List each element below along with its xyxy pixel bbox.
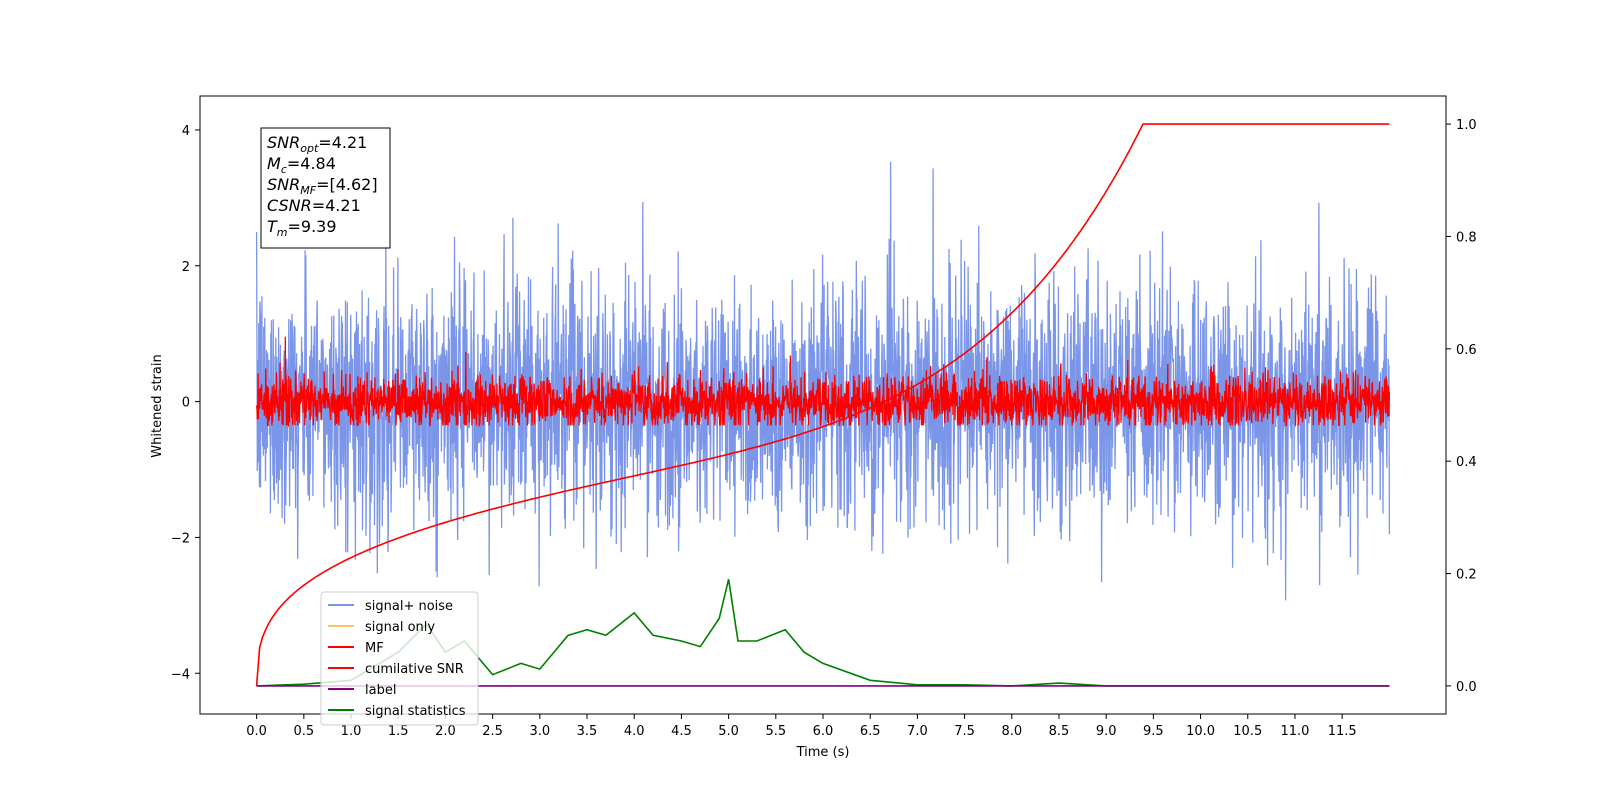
y2-tick-label: 0.2 — [1456, 568, 1477, 583]
annotation-value: =4.21 — [318, 133, 367, 152]
x-tick-label: 10.0 — [1186, 724, 1215, 739]
y-tick-label: 4 — [182, 124, 190, 139]
annotation-subscript: opt — [300, 142, 319, 155]
annotation-line: Mc=4.84 — [267, 154, 336, 176]
x-tick-label: 10.5 — [1233, 724, 1262, 739]
x-tick-label: 11.0 — [1280, 724, 1309, 739]
y2-tick-label: 0.0 — [1456, 680, 1477, 695]
x-tick-label: 3.0 — [529, 724, 550, 739]
y-tick-label: 0 — [182, 396, 190, 411]
legend-frame — [320, 591, 479, 726]
y2-tick-label: 1.0 — [1456, 118, 1477, 133]
series-line-2 — [255, 123, 1390, 686]
y-tick-label: −2 — [171, 531, 190, 546]
annotation-value: =[4.62] — [316, 175, 378, 194]
annotation-line: Tm=9.39 — [267, 217, 337, 239]
x-tick-label: 5.5 — [765, 724, 786, 739]
annotation-value: =9.39 — [288, 217, 337, 236]
annotation-subscript: c — [281, 163, 287, 176]
x-tick-label: 5.0 — [718, 724, 739, 739]
y2-tick-label: 0.8 — [1456, 230, 1477, 245]
x-axis-label: Time (s) — [796, 745, 850, 760]
y2-tick-label: 0.6 — [1456, 343, 1477, 358]
legend-label: signal+ noise — [365, 599, 453, 614]
annotation-line: SNRMF=[4.62] — [267, 175, 378, 197]
x-tick-label: 3.5 — [577, 724, 598, 739]
x-tick-label: 7.5 — [954, 724, 975, 739]
annotation-value: =4.21 — [312, 196, 361, 215]
annotation-symbol: M — [267, 154, 281, 173]
x-tick-label: 8.0 — [1001, 724, 1022, 739]
annotation-line: SNRopt=4.21 — [267, 133, 367, 155]
y-axis-right: 1.0 0.8 0.6 0.4 0.2 0.0 — [1446, 118, 1477, 695]
annotation-subscript: m — [277, 226, 288, 239]
annotation-box: SNRopt=4.21Mc=4.84SNRMF=[4.62]CSNR=4.21T… — [260, 127, 391, 249]
y-axis-label: Whitened strain — [150, 354, 165, 457]
annotation-subscript: MF — [300, 184, 316, 197]
annotation-frame — [260, 127, 391, 249]
y-tick-label: 2 — [182, 260, 190, 275]
x-axis: 0.0 0.5 1.0 1.5 2.0 2.5 3.0 3.5 4.0 4.5 5.0 5.5 6.0 6… — [246, 714, 1357, 739]
x-tick-label: 11.5 — [1328, 724, 1357, 739]
y-tick-label: −4 — [171, 667, 190, 682]
x-tick-label: 0.0 — [246, 724, 267, 739]
legend-label: cumilative SNR — [365, 662, 464, 677]
x-tick-label: 9.5 — [1143, 724, 1164, 739]
series-line-0 — [255, 161, 1391, 601]
annotation-symbol: SNR — [267, 175, 300, 194]
series-line-1 — [255, 336, 1391, 428]
x-tick-label: 1.0 — [341, 724, 362, 739]
x-tick-label: 6.0 — [813, 724, 834, 739]
annotation-symbol: CSNR — [267, 196, 312, 215]
annotation-line: CSNR=4.21 — [267, 196, 361, 215]
legend-label: label — [365, 683, 396, 698]
x-tick-label: 8.5 — [1049, 724, 1070, 739]
x-tick-label: 4.5 — [671, 724, 692, 739]
y-axis-left: 4 2 0 −2 −4 — [171, 124, 200, 682]
x-tick-label: 7.0 — [907, 724, 928, 739]
y2-tick-label: 0.4 — [1456, 455, 1477, 470]
x-tick-label: 1.5 — [388, 724, 409, 739]
annotation-value: =4.84 — [287, 154, 336, 173]
x-tick-label: 6.5 — [860, 724, 881, 739]
x-tick-label: 2.5 — [482, 724, 503, 739]
x-tick-label: 0.5 — [293, 724, 314, 739]
legend: signal+ noise signal only MF cumilative SNR… — [320, 591, 479, 726]
x-tick-label: 2.0 — [435, 724, 456, 739]
x-tick-label: 9.0 — [1096, 724, 1117, 739]
legend-label: MF — [365, 641, 384, 656]
legend-label: signal only — [365, 620, 435, 635]
legend-label: signal statistics — [365, 704, 466, 719]
x-tick-label: 4.0 — [624, 724, 645, 739]
annotation-symbol: T — [267, 217, 278, 236]
annotation-symbol: SNR — [267, 133, 300, 152]
